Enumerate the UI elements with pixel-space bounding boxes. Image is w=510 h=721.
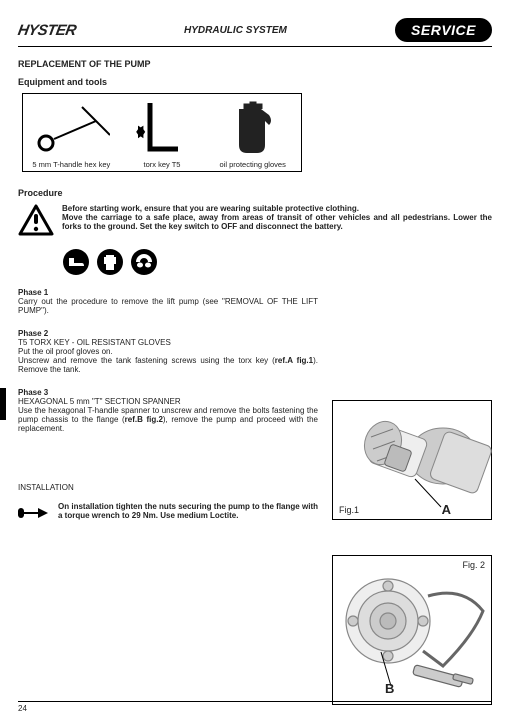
- phase-2: Phase 2 T5 TORX KEY - OIL RESISTANT GLOV…: [18, 329, 318, 374]
- phase-1: Phase 1 Carry out the procedure to remov…: [18, 288, 318, 315]
- tool-hex-label: 5 mm T-handle hex key: [32, 160, 110, 169]
- gloves-icon: [212, 100, 293, 158]
- phase3-title: Phase 3: [18, 388, 318, 397]
- figure-1: Fig.1 A: [332, 400, 492, 520]
- install-note-text: On installation tighten the nuts securin…: [58, 502, 318, 520]
- service-badge-text: SERVICE: [411, 22, 476, 38]
- figure-2-diagram: [333, 556, 493, 706]
- torx-key-icon: [122, 100, 203, 158]
- page-number: 24: [18, 701, 492, 713]
- tool-hex: 5 mm T-handle hex key: [31, 100, 112, 169]
- fig2-label: Fig. 2: [462, 560, 485, 570]
- page-title: REPLACEMENT OF THE PUMP: [18, 59, 492, 69]
- phase3-sub: HEXAGONAL 5 mm "T" SECTION SPANNER: [18, 397, 318, 406]
- phase2-sub: T5 TORX KEY - OIL RESISTANT GLOVES: [18, 338, 318, 347]
- safety-goggles-icon: [130, 248, 158, 278]
- phase-3: Phase 3 HEXAGONAL 5 mm "T" SECTION SPANN…: [18, 388, 318, 433]
- section-title: HYDRAULIC SYSTEM: [76, 25, 395, 36]
- tool-gloves-label: oil protecting gloves: [220, 160, 286, 169]
- phase3-body: Use the hexagonal T-handle spanner to un…: [18, 406, 318, 433]
- fig1-label: Fig.1: [339, 505, 359, 515]
- tools-box: 5 mm T-handle hex key torx key T5 oil pr…: [22, 93, 302, 172]
- figure-2: Fig. 2 B: [332, 555, 492, 705]
- pointing-hand-icon: [18, 502, 50, 526]
- fig2-letter: B: [385, 681, 394, 696]
- page-header: HYSTER HYDRAULIC SYSTEM SERVICE: [18, 18, 492, 47]
- brand-logo: HYSTER: [17, 22, 78, 39]
- phase1-body: Carry out the procedure to remove the li…: [18, 297, 318, 315]
- procedure-heading: Procedure: [18, 188, 492, 198]
- tool-gloves: oil protecting gloves: [212, 100, 293, 169]
- phase2-title: Phase 2: [18, 329, 318, 338]
- side-tab: [0, 388, 6, 420]
- tool-torx-label: torx key T5: [144, 160, 181, 169]
- safety-gloves-icon: [96, 248, 124, 278]
- phase1-title: Phase 1: [18, 288, 318, 297]
- safety-boots-icon: [62, 248, 90, 278]
- hex-key-icon: [31, 100, 112, 158]
- service-badge: SERVICE: [395, 18, 492, 42]
- installation-section: INSTALLATION On installation tighten the…: [18, 483, 318, 526]
- warning-triangle-icon: [18, 204, 54, 240]
- equipment-heading: Equipment and tools: [18, 77, 492, 87]
- fig1-letter: A: [442, 502, 451, 517]
- tool-torx: torx key T5: [122, 100, 203, 169]
- installation-heading: INSTALLATION: [18, 483, 318, 492]
- warning-text: Before starting work, ensure that you ar…: [62, 204, 492, 231]
- phase2-body: Put the oil proof gloves on. Unscrew and…: [18, 347, 318, 374]
- safety-icons-row: [62, 248, 492, 278]
- warning-block: Before starting work, ensure that you ar…: [18, 204, 492, 240]
- figure-1-diagram: [333, 401, 493, 521]
